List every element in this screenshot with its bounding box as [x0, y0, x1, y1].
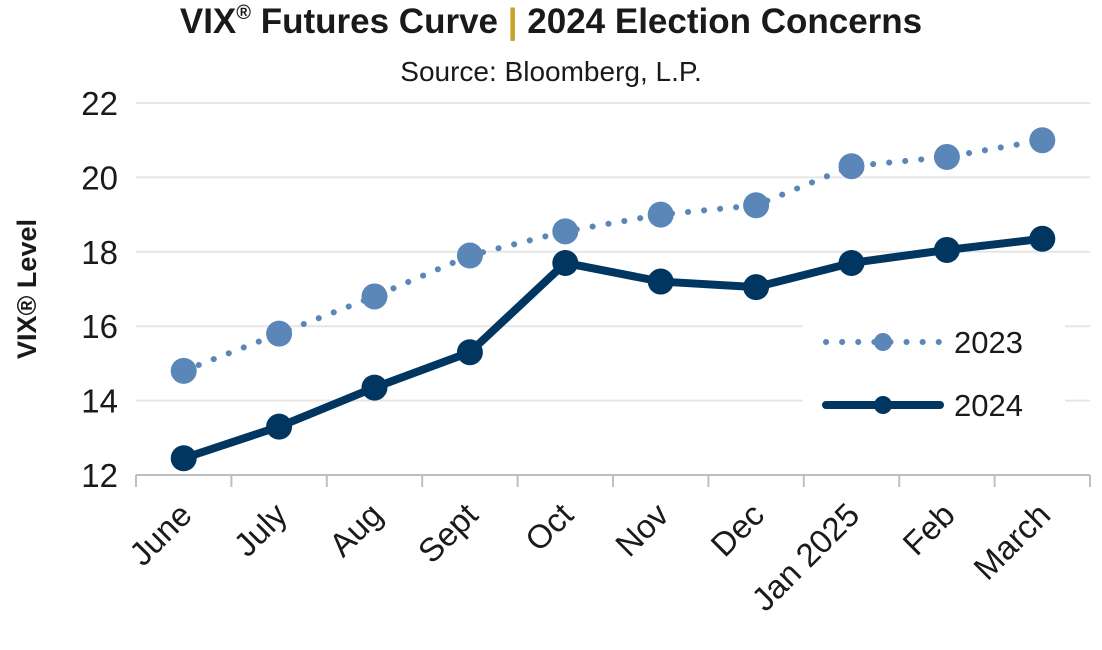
- x-tick-label-july: July: [226, 495, 294, 563]
- x-tick-label-june: June: [122, 496, 199, 573]
- x-tick-label-oct: Oct: [518, 496, 580, 558]
- data-point-2024-feb: [933, 236, 960, 263]
- data-point-2024-june: [170, 445, 197, 472]
- data-point-2024-oct: [552, 249, 579, 276]
- x-tick-label-sept: Sept: [411, 496, 485, 570]
- y-tick-label-22: 22: [81, 85, 118, 122]
- y-tick-label-20: 20: [81, 159, 118, 196]
- data-point-2023-dec: [743, 192, 770, 219]
- series-layer: [170, 127, 1056, 472]
- data-point-2023-oct: [552, 218, 579, 245]
- legend-label-2024: 2024: [954, 388, 1023, 423]
- data-point-2023-june: [170, 357, 197, 384]
- x-tick-label-nov: Nov: [608, 495, 676, 563]
- x-tick-label-march: March: [966, 496, 1057, 587]
- data-point-2024-sept: [456, 339, 483, 366]
- title-part-futures-curve: Futures Curve: [251, 2, 508, 41]
- data-point-2024-july: [266, 413, 293, 440]
- y-axis-title: VIX® Level: [12, 219, 42, 359]
- chart-subtitle: Source: Bloomberg, L.P.: [400, 56, 702, 87]
- x-tick-label-dec: Dec: [703, 496, 771, 564]
- title-separator: |: [507, 2, 518, 41]
- legend-box: [803, 318, 1065, 438]
- title-part-vix: VIX: [179, 2, 237, 41]
- data-point-2024-dec: [743, 274, 770, 301]
- y-tick-label-16: 16: [81, 308, 118, 345]
- title-part-election: 2024 Election Concerns: [517, 2, 923, 41]
- data-point-2023-jan-2025: [838, 153, 865, 180]
- chart-title: VIX® Futures Curve | 2024 Election Conce…: [0, 2, 1102, 42]
- legend-marker-2023: [874, 333, 892, 351]
- data-point-2024-jan-2025: [838, 249, 865, 276]
- y-tick-label-12: 12: [81, 457, 118, 494]
- data-point-2024-aug: [361, 374, 388, 401]
- y-tick-label-18: 18: [81, 234, 118, 271]
- legend-label-2023: 2023: [954, 325, 1023, 360]
- data-point-2023-july: [266, 320, 293, 347]
- series-line-2024: [179, 234, 1047, 463]
- y-tick-label-14: 14: [81, 383, 118, 420]
- legend-marker-2024: [874, 396, 892, 414]
- data-point-2023-nov: [647, 201, 674, 228]
- data-point-2023-sept: [456, 242, 483, 269]
- legend: 2023 2024: [803, 318, 1065, 438]
- x-tick-label-feb: Feb: [895, 496, 961, 562]
- title-registered-mark: ®: [236, 2, 252, 24]
- data-point-2024-march: [1029, 225, 1056, 252]
- x-tick-label-aug: Aug: [322, 496, 390, 564]
- data-point-2024-nov: [647, 268, 674, 295]
- data-point-2023-march: [1029, 127, 1056, 154]
- data-point-2023-aug: [361, 283, 388, 310]
- data-point-2023-feb: [933, 143, 960, 170]
